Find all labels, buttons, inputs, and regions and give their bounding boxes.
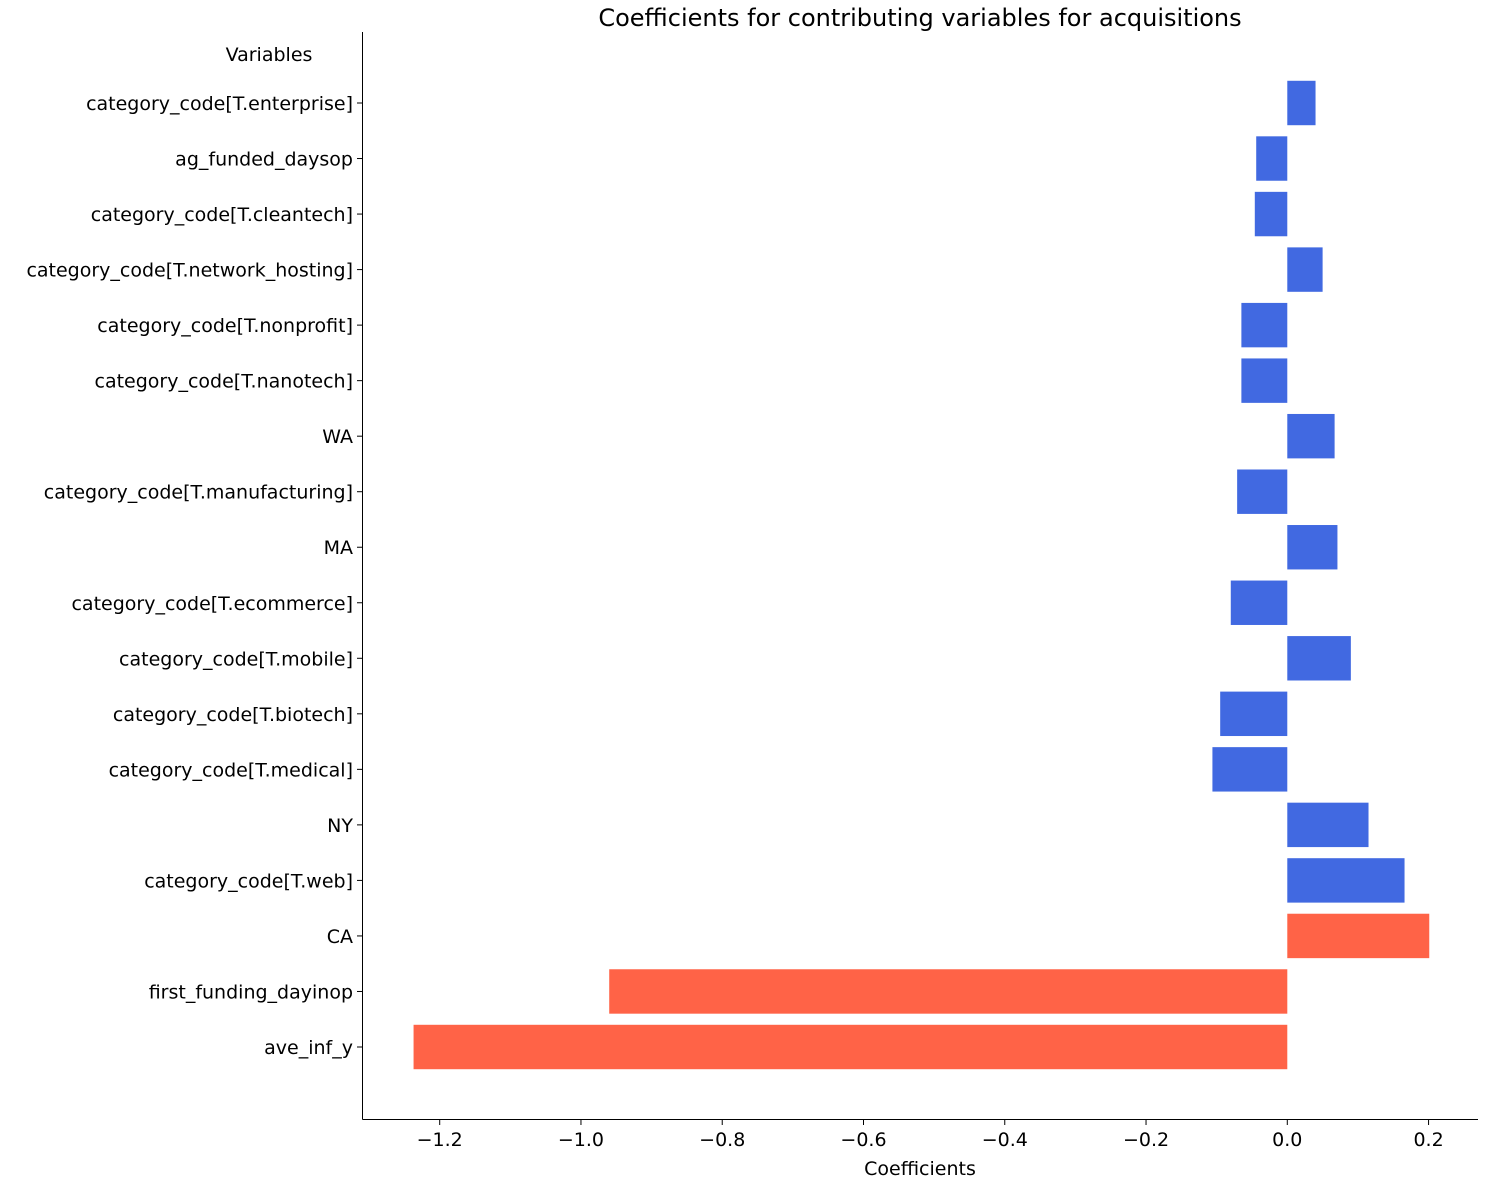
x-tick-label: 0.2 xyxy=(1413,1129,1443,1151)
bar xyxy=(1254,191,1288,237)
bar xyxy=(1287,913,1430,959)
x-tick-label: −0.2 xyxy=(1123,1129,1169,1151)
bar xyxy=(1256,136,1288,181)
x-tick-label: −0.8 xyxy=(699,1129,745,1151)
x-tick-label: −1.2 xyxy=(417,1129,463,1151)
category-label: category_code[T.biotech] xyxy=(113,704,353,726)
bar xyxy=(1287,413,1335,459)
category-labels-group: category_code[T.enterprise] ag_funded_day… xyxy=(26,93,362,1059)
category-label: category_code[T.manufacturing] xyxy=(44,482,353,504)
category-label: category_code[T.nonprofit] xyxy=(97,315,353,337)
category-label: category_code[T.network_hosting] xyxy=(26,260,353,282)
category-label: category_code[T.nanotech] xyxy=(95,371,354,393)
chart-title: Coefficients for contributing variables … xyxy=(598,4,1241,32)
x-tick-label: −0.4 xyxy=(982,1129,1028,1151)
x-tick-label: 0.0 xyxy=(1272,1129,1302,1151)
category-label: category_code[T.cleantech] xyxy=(91,204,353,226)
category-label: NY xyxy=(327,815,353,837)
bar xyxy=(1287,80,1316,126)
category-label: category_code[T.ecommerce] xyxy=(71,593,353,615)
category-label: first_funding_dayinop xyxy=(149,981,353,1003)
bar xyxy=(609,969,1288,1014)
category-label: category_code[T.mobile] xyxy=(119,648,353,670)
bar xyxy=(1287,858,1405,903)
x-tick-label: −1.0 xyxy=(558,1129,604,1151)
x-tick-label: −0.6 xyxy=(840,1129,886,1151)
bar xyxy=(1287,802,1369,848)
category-label: WA xyxy=(322,426,353,448)
category-label: CA xyxy=(327,926,353,948)
bar xyxy=(1237,469,1288,514)
bar xyxy=(1287,247,1323,292)
x-ticks-group: −1.2 −1.0 −0.8 −0.6 −0.4 −0.2 0.0 0.2 xyxy=(417,1119,1444,1151)
bar xyxy=(1287,636,1351,681)
category-label: MA xyxy=(324,537,353,559)
category-label: ave_inf_y xyxy=(264,1037,353,1059)
y-axis-title: Variables xyxy=(226,44,313,66)
x-axis-title: Coefficients xyxy=(864,1158,976,1180)
category-label: category_code[T.medical] xyxy=(109,759,353,781)
bar xyxy=(1241,358,1288,403)
category-label: category_code[T.enterprise] xyxy=(86,93,353,115)
bars-group xyxy=(413,80,1430,1070)
bar xyxy=(1212,747,1288,792)
bar xyxy=(1220,691,1288,737)
bar xyxy=(413,1024,1288,1070)
category-label: ag_funded_daysop xyxy=(175,149,353,171)
bar xyxy=(1230,580,1288,625)
bar xyxy=(1287,525,1338,570)
category-label: category_code[T.web] xyxy=(144,870,353,892)
bar xyxy=(1241,302,1288,348)
